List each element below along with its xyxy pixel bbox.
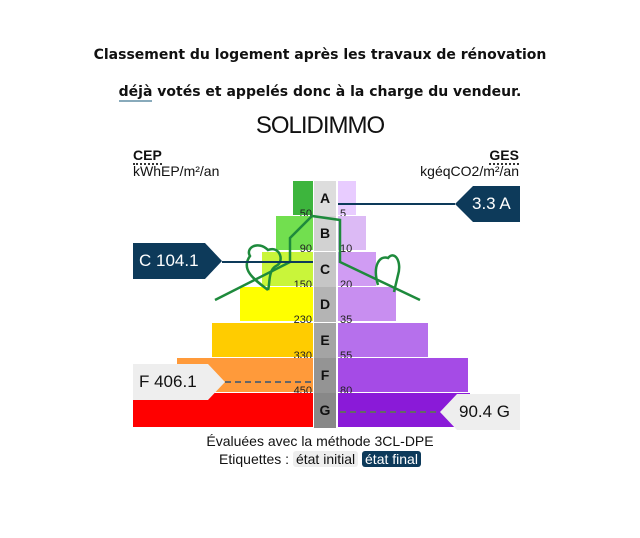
ges-bar-F xyxy=(338,358,468,392)
ges-bar-D xyxy=(338,287,396,322)
ges-header: GES kgéqCO2/m²/an xyxy=(420,147,519,179)
ges-label: GES xyxy=(489,147,519,165)
ges-initial-tag-shape xyxy=(440,394,520,430)
etiquettes-label: Etiquettes : xyxy=(219,451,290,467)
class-label-G: G xyxy=(314,393,336,429)
logo-text: SOLIDIMMO xyxy=(255,112,385,139)
cep-initial-tag-shape xyxy=(133,364,225,400)
etiquettes-row: Etiquettes : état initial état final xyxy=(0,451,640,467)
title-line-1: Classement du logement après les travaux… xyxy=(93,47,547,63)
class-label-C: C xyxy=(314,251,336,287)
cep-final-value: C 104.1 xyxy=(139,251,199,270)
etat-initial-button[interactable]: état initial xyxy=(292,451,359,467)
cep-bar-A xyxy=(293,181,313,215)
class-label-B: B xyxy=(314,216,336,252)
cep-label: CEP xyxy=(133,147,162,165)
etat-final-button[interactable]: état final xyxy=(362,451,421,467)
ges-final-value: 3.3 A xyxy=(472,194,511,213)
title-rest: votés et appelés donc à la charge du ven… xyxy=(152,84,522,100)
cep-initial-value: F 406.1 xyxy=(139,372,197,391)
method-text: Évaluées avec la méthode 3CL-DPE xyxy=(206,433,434,449)
class-label-D: D xyxy=(314,287,336,323)
ges-bar-B xyxy=(338,216,366,251)
cep-bar-E xyxy=(212,322,313,357)
class-label-F: F xyxy=(314,358,336,393)
cep-bar-D xyxy=(240,287,313,322)
class-label-A: A xyxy=(314,181,336,216)
title-line-2: déjà votés et appelés donc à la charge d… xyxy=(0,84,640,102)
ges-bar-A xyxy=(338,181,356,215)
house-logo-icon xyxy=(214,214,421,302)
ges-final-tag-shape xyxy=(455,186,520,222)
cep-header: CEP kWhEP/m²/an xyxy=(133,147,219,179)
underlined-word: déjà xyxy=(118,84,153,102)
ges-initial-value: 90.4 G xyxy=(459,402,511,421)
cep-final-tag-shape xyxy=(133,243,222,279)
class-label-E: E xyxy=(314,322,336,358)
ges-bar-E xyxy=(338,322,428,357)
ges-threshold: 5 xyxy=(340,208,347,220)
cep-unit: kWhEP/m²/an xyxy=(133,163,220,179)
ges-unit: kgéqCO2/m²/an xyxy=(420,163,519,179)
